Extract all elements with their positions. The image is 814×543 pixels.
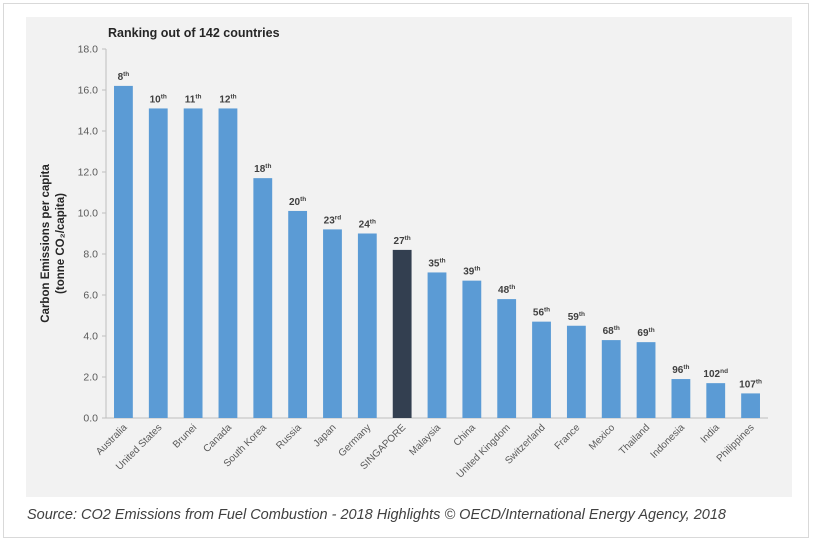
bar <box>497 299 517 418</box>
rank-label: 35th <box>428 257 445 269</box>
rank-label: 48th <box>498 284 515 296</box>
bar <box>741 393 760 418</box>
bar <box>636 342 656 418</box>
bar <box>427 272 447 418</box>
y-axis-label-line-2: (tonne CO₂/capita) <box>55 193 67 294</box>
rank-label: 18th <box>254 163 271 175</box>
y-tick-label: 16.0 <box>78 85 99 97</box>
category-label: France <box>553 422 583 452</box>
rank-label: 59th <box>568 311 585 323</box>
category-label: Brunei <box>171 422 199 450</box>
bar <box>392 249 412 418</box>
y-tick-label: 12.0 <box>78 167 99 179</box>
bar <box>148 108 168 418</box>
bar <box>532 321 551 418</box>
rank-label: 27th <box>394 235 411 247</box>
bar <box>323 229 342 418</box>
rank-label: 102nd <box>703 368 728 380</box>
category-label: Canada <box>202 422 235 455</box>
bar <box>706 383 726 418</box>
rank-label: 69th <box>637 327 654 339</box>
bar <box>114 85 133 419</box>
rank-label: 20th <box>289 196 306 208</box>
y-tick-label: 14.0 <box>78 126 99 138</box>
category-label: Mexico <box>587 422 617 452</box>
category-label: Russia <box>274 422 304 452</box>
y-tick-label: 2.0 <box>83 372 98 384</box>
category-label: India <box>699 422 722 445</box>
y-axis-label-line-1: Carbon Emissions per capita <box>40 164 52 323</box>
bar <box>566 325 586 418</box>
category-label: Australia <box>94 422 130 458</box>
category-label: Malaysia <box>407 422 443 458</box>
rank-label: 12th <box>219 93 236 105</box>
category-label: Indonesia <box>649 422 688 461</box>
rank-label: 107th <box>739 378 762 390</box>
y-tick-label: 0.0 <box>83 413 98 425</box>
bar <box>462 280 482 418</box>
rank-label: 8th <box>118 71 130 83</box>
figure-frame: Ranking out of 142 countries 0.0 2.0 4.0 6.0… <box>3 3 809 538</box>
category-label: Thailand <box>617 422 652 457</box>
rank-label: 39th <box>463 266 480 278</box>
rank-label: 56th <box>533 307 550 319</box>
bar <box>671 379 691 418</box>
rank-label: 24th <box>359 219 376 231</box>
bar <box>357 233 377 418</box>
rank-label: 10th <box>150 93 167 105</box>
y-tick-label: 4.0 <box>83 331 98 343</box>
bar-chart: Ranking out of 142 countries 0.0 2.0 4.0 6.0… <box>40 26 768 480</box>
y-tick-label: 8.0 <box>83 249 98 261</box>
source-caption: Source: CO2 Emissions from Fuel Combusti… <box>27 507 726 523</box>
category-label: China <box>452 422 479 449</box>
bar <box>253 178 273 418</box>
y-tick-label: 6.0 <box>83 290 98 302</box>
bar <box>601 340 621 418</box>
rank-label: 23rd <box>324 214 342 226</box>
y-tick-label: 18.0 <box>78 44 99 56</box>
chart-title: Ranking out of 142 countries <box>108 26 280 40</box>
rank-label: 96th <box>672 364 689 376</box>
category-label: Japan <box>312 422 339 449</box>
rank-label: 11th <box>185 93 202 105</box>
y-tick-label: 10.0 <box>78 208 99 220</box>
category-label: Philippines <box>715 422 757 464</box>
bar <box>288 210 308 418</box>
bar <box>183 108 203 418</box>
rank-label: 68th <box>603 325 620 337</box>
bar <box>218 108 238 418</box>
